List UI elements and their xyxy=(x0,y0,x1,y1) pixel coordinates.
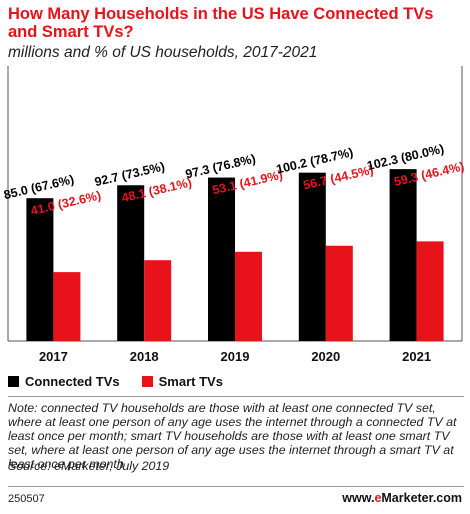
divider xyxy=(8,396,464,397)
bar-smart-tvs-2017 xyxy=(53,272,81,341)
source-text: Source: eMarketer, July 2019 xyxy=(8,459,170,473)
logo-suffix: Marketer.com xyxy=(381,491,462,505)
chart-subtitle: millions and % of US households, 2017-20… xyxy=(8,44,318,61)
bar-connected-tvs-2018 xyxy=(117,185,145,341)
divider xyxy=(8,486,464,487)
bar-smart-tvs-2018 xyxy=(144,260,172,341)
x-tick-label-2017: 2017 xyxy=(39,349,68,364)
footnote: Note: connected TV households are those … xyxy=(8,401,457,471)
x-tick-label-2019: 2019 xyxy=(221,349,250,364)
bar-connected-tvs-2021 xyxy=(389,169,417,341)
logo-accent: e xyxy=(374,491,382,505)
x-tick-label-2020: 2020 xyxy=(311,349,340,364)
legend-item-connected-tvs: Connected TVs xyxy=(8,374,120,389)
logo-prefix: www. xyxy=(342,491,375,505)
legend-label-connected-tvs: Connected TVs xyxy=(25,373,120,389)
bar-smart-tvs-2019 xyxy=(235,251,262,341)
chart-id: 250507 xyxy=(8,493,45,505)
legend-swatch-smart-tvs xyxy=(141,375,153,387)
bar-connected-tvs-2019 xyxy=(208,177,235,341)
emarketer-logo[interactable]: www.eMarketer.com xyxy=(342,491,462,505)
x-tick-label-2018: 2018 xyxy=(130,349,159,364)
bar-smart-tvs-2021 xyxy=(416,241,444,341)
bar-smart-tvs-2020 xyxy=(325,245,353,341)
legend-label-smart-tvs: Smart TVs xyxy=(158,373,223,389)
bar-connected-tvs-2017 xyxy=(26,198,54,341)
x-tick-label-2021: 2021 xyxy=(402,349,431,364)
legend-swatch-connected-tvs xyxy=(8,375,19,387)
chart-legend: Connected TVs Smart TVs xyxy=(8,371,245,391)
chart-title: How Many Households in the US Have Conne… xyxy=(8,5,434,41)
legend-item-smart-tvs: Smart TVs xyxy=(141,373,223,389)
bar-connected-tvs-2020 xyxy=(298,172,326,341)
